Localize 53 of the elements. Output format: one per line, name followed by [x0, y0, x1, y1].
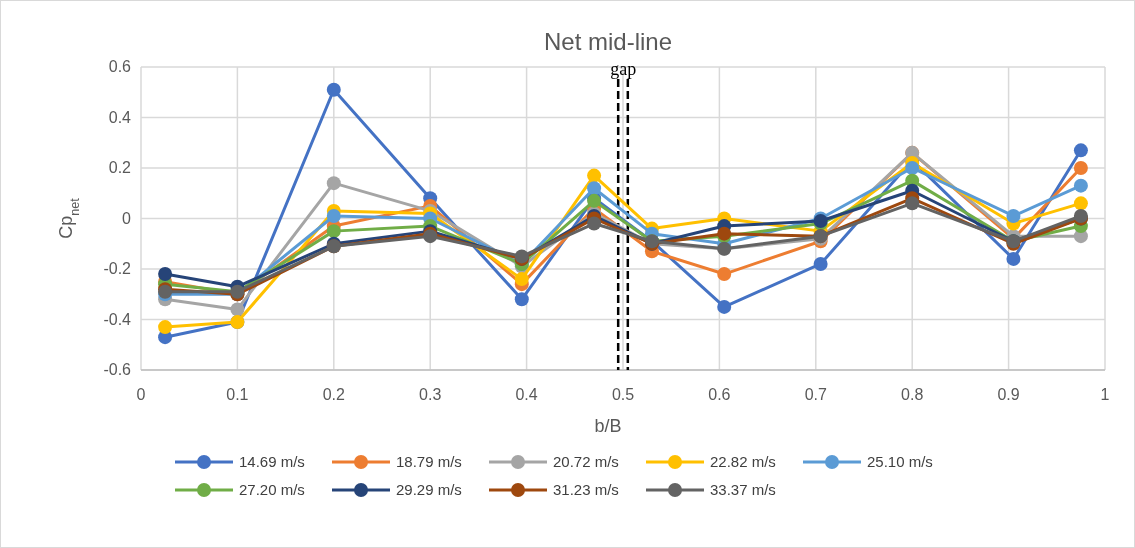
point [1073, 143, 1088, 158]
point [905, 196, 920, 211]
x-tick-label: 0.7 [804, 386, 828, 403]
point [587, 216, 602, 231]
point [1073, 161, 1088, 175]
point [514, 272, 529, 287]
point [326, 224, 341, 239]
y-tick-label: 0.6 [108, 58, 132, 75]
point [230, 302, 245, 317]
x-tick-label: 0.5 [611, 386, 635, 403]
x-tick-label: 0.3 [419, 386, 442, 403]
point [158, 320, 173, 335]
y-tick-label: 0.4 [108, 108, 132, 126]
point [514, 292, 529, 307]
legend-label: 29.29 m/s [396, 481, 462, 498]
point [326, 208, 341, 223]
x-tick-label: 0.8 [901, 386, 924, 403]
point [326, 176, 341, 191]
chart-title: Net mid-line [543, 28, 673, 55]
point [717, 299, 732, 314]
x-tick-label: 0.4 [515, 386, 538, 403]
legend-label: 22.82 m/s [710, 453, 776, 470]
point [587, 181, 602, 196]
legend-label: 14.69 m/s [239, 453, 305, 470]
point [1073, 196, 1088, 211]
legend-label: 33.37 m/s [710, 481, 776, 498]
x-tick-label: 0.6 [708, 386, 731, 403]
point [1073, 178, 1088, 193]
point [158, 267, 173, 282]
legend-label: 18.79 m/s [396, 453, 462, 470]
x-tick-label: 1 [1100, 386, 1110, 403]
y-tick-label: -0.2 [103, 260, 132, 277]
point [1006, 208, 1021, 223]
x-tick-label: 0.1 [226, 386, 249, 403]
ref-line-label: gap [610, 59, 637, 79]
x-tick-label: 0.9 [997, 386, 1020, 403]
x-tick-label: 0 [136, 386, 146, 403]
legend-label: 25.10 m/s [867, 453, 933, 470]
point [813, 256, 828, 271]
point [905, 161, 920, 175]
y-tick-label: 0.2 [108, 159, 132, 176]
point [587, 168, 602, 183]
legend-label: 27.20 m/s [239, 481, 305, 498]
point [1006, 251, 1021, 266]
point [326, 82, 341, 97]
legend-label: 31.23 m/s [553, 481, 619, 498]
y-tick-label: -0.6 [103, 361, 132, 378]
y-tick-label: 0 [122, 209, 132, 227]
y-tick-label: -0.4 [103, 310, 132, 328]
x-tick-label: 0.2 [322, 386, 346, 403]
legend-label: 20.72 m/s [553, 453, 619, 470]
point [717, 267, 732, 282]
x-axis-title: b/B [594, 416, 622, 436]
